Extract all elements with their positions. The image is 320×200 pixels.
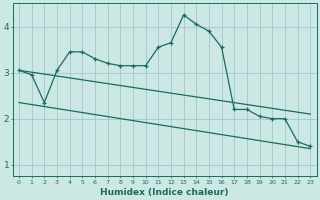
X-axis label: Humidex (Indice chaleur): Humidex (Indice chaleur) bbox=[100, 188, 229, 197]
